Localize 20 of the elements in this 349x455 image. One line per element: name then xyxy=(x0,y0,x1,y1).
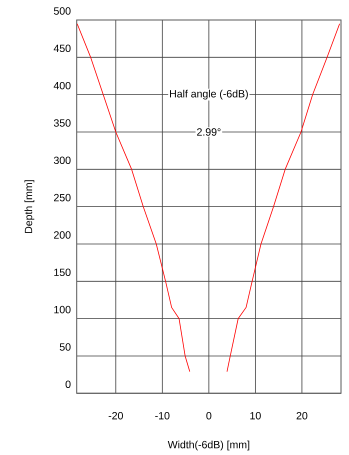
x-axis-title: Width(-6dB) [mm] xyxy=(168,440,250,450)
y-tick-label: 400 xyxy=(54,82,71,90)
y-axis-title: Depth [mm] xyxy=(24,180,34,233)
y-tick-label: 300 xyxy=(54,156,71,164)
y-tick-label: 50 xyxy=(60,343,71,351)
y-tick-label: 500 xyxy=(54,7,71,15)
annotation: Half angle (-6dB) xyxy=(170,90,248,100)
y-tick-label: 450 xyxy=(54,44,71,52)
annotation: 2.99° xyxy=(197,128,221,136)
x-tick-label: -20 xyxy=(108,412,123,420)
y-tick-label: 150 xyxy=(54,268,71,276)
y-tick-label: 200 xyxy=(54,231,71,239)
y-tick-label: 350 xyxy=(54,119,71,127)
x-tick-label: -10 xyxy=(155,412,170,420)
x-tick-label: 20 xyxy=(296,412,308,420)
y-tick-label: 0 xyxy=(66,380,71,388)
x-tick-label: 10 xyxy=(250,412,261,420)
x-tick-label: 0 xyxy=(206,412,212,420)
y-tick-label: 100 xyxy=(54,306,71,314)
y-tick-label: 250 xyxy=(54,194,71,202)
